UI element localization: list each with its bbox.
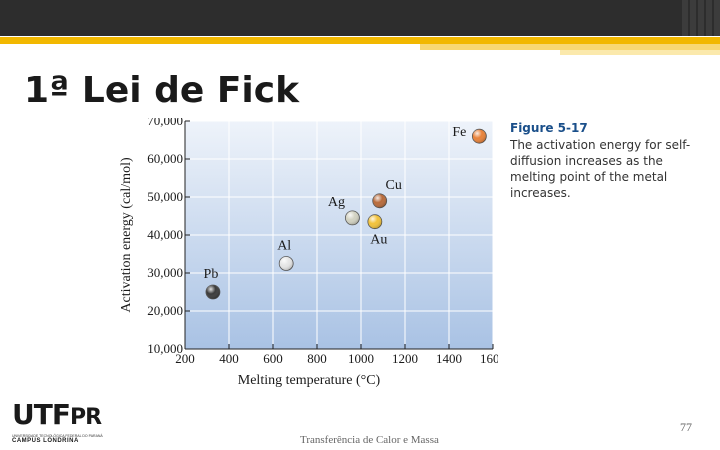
y-tick-label: 50,000 [147, 189, 183, 204]
figure-label: Figure 5-17 [510, 121, 588, 135]
top-bar [0, 0, 720, 36]
data-point-label-pb: Pb [204, 267, 219, 282]
data-point-label-fe: Fe [452, 125, 466, 140]
y-tick-label: 70,000 [147, 118, 183, 128]
x-axis-label: Melting temperature (°C) [238, 373, 381, 388]
x-tick-label: 200 [175, 351, 195, 366]
x-tick-label: 1600 [480, 351, 498, 366]
slide-title: 1ª Lei de Fick [24, 70, 300, 111]
y-tick-label: 40,000 [147, 227, 183, 242]
x-tick-label: 800 [307, 351, 327, 366]
data-point-shine [205, 285, 220, 299]
accent-stripe [0, 37, 720, 44]
figure-caption-text: The activation energy for self-diffusion… [510, 138, 691, 200]
x-tick-label: 1000 [348, 351, 374, 366]
data-point-label-au: Au [370, 233, 387, 248]
footer-text: Transferência de Calor e Massa [300, 434, 439, 446]
logo-university-text: UNIVERSIDADE TECNOLÓGICA FEDERAL DO PARA… [12, 434, 103, 438]
accent-stripe-light [560, 50, 720, 55]
page-number: 77 [680, 420, 692, 434]
data-point-shine [367, 214, 382, 229]
data-point-label-ag: Ag [328, 195, 345, 210]
x-tick-label: 1200 [392, 351, 418, 366]
data-point-shine [345, 210, 360, 225]
logo-mark-suffix: PR [69, 405, 102, 430]
top-bar-segments [680, 0, 720, 36]
logo-mark: UTFPR [12, 400, 112, 433]
data-point-label-cu: Cu [386, 178, 402, 193]
logo-campus-text: CAMPUS LONDRINA [12, 438, 79, 444]
accent-stripe-faded [420, 44, 720, 50]
data-point-shine [279, 256, 294, 271]
y-tick-label: 20,000 [147, 303, 183, 318]
x-tick-label: 1400 [436, 351, 462, 366]
data-point-shine [372, 193, 387, 208]
y-tick-label: 30,000 [147, 265, 183, 280]
y-tick-label: 10,000 [147, 341, 183, 356]
logo-mark-main: UTF [12, 398, 71, 431]
x-tick-label: 600 [263, 351, 283, 366]
y-tick-label: 60,000 [147, 151, 183, 166]
data-point-shine [472, 129, 487, 144]
data-point-label-al: Al [277, 239, 291, 254]
figure-caption: Figure 5-17 The activation energy for se… [510, 121, 710, 201]
activation-energy-chart: 200 400 600 800 1000 1200 1400 1600 10,000 20,000… [119, 118, 498, 388]
utfpr-logo: UTFPR UNIVERSIDADE TECNOLÓGICA FEDERAL D… [12, 400, 112, 445]
x-tick-label: 400 [219, 351, 239, 366]
y-axis-label: Activation energy (cal/mol) [119, 157, 134, 313]
